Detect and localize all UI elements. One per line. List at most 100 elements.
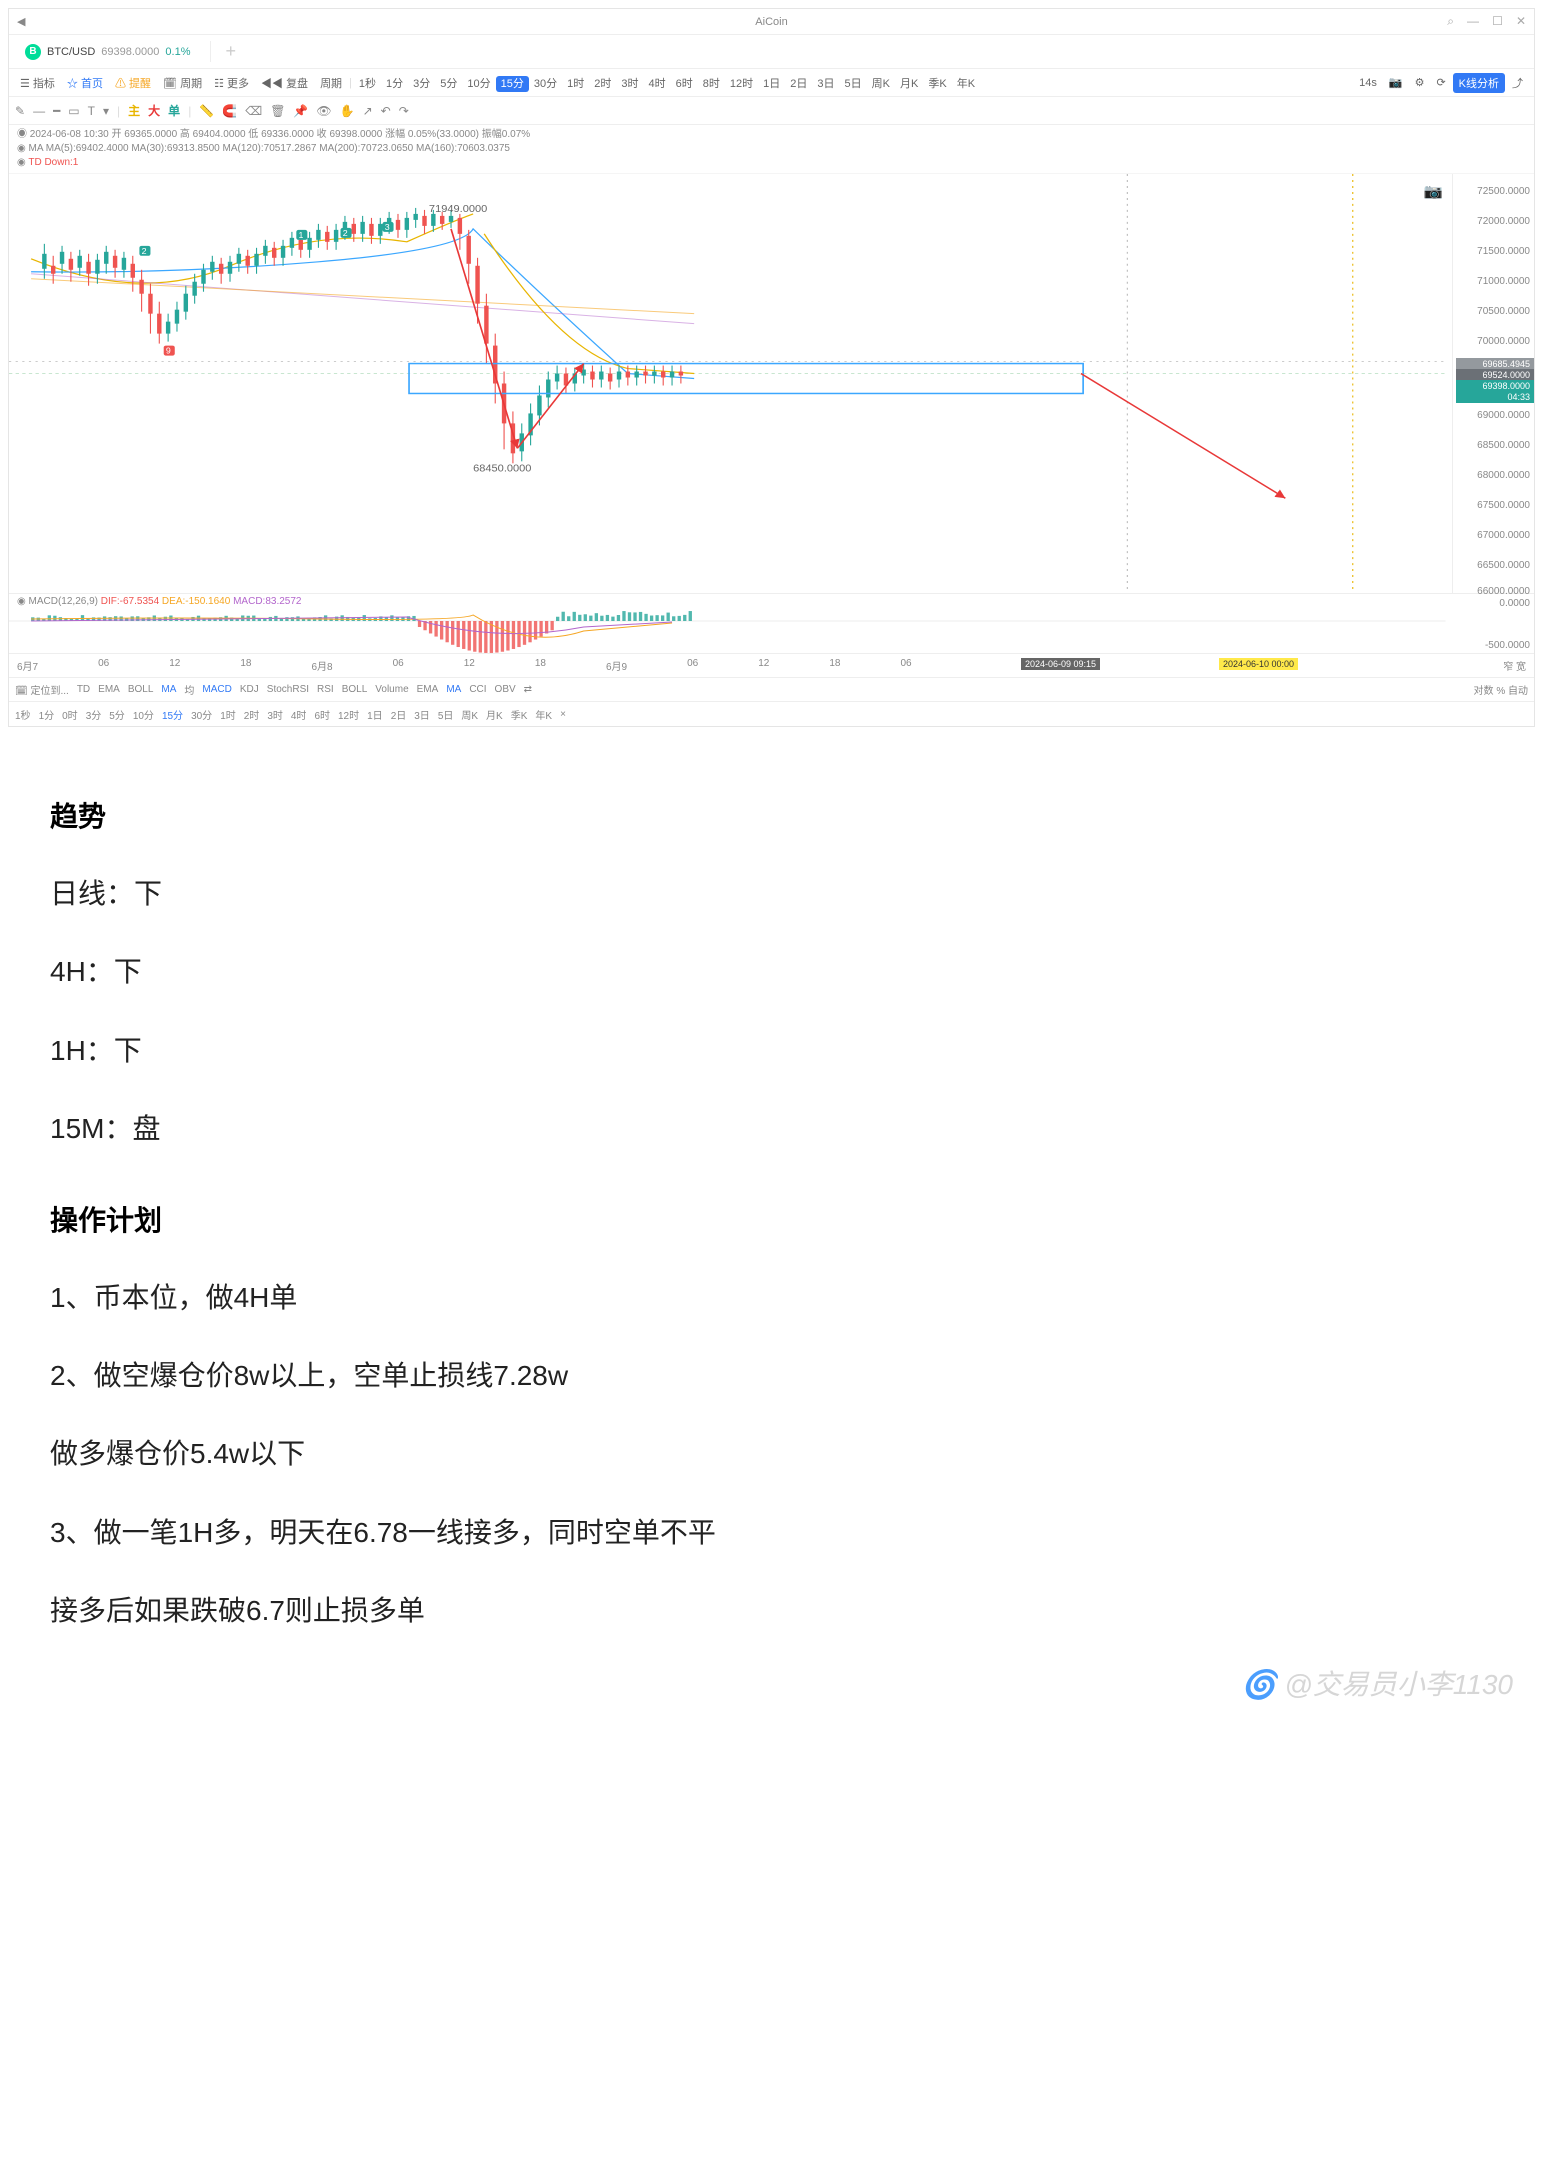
tf2-30分[interactable]: 30分: [191, 707, 212, 722]
tf2-月K[interactable]: 月K: [486, 707, 503, 722]
tf-1日[interactable]: 1日: [758, 76, 785, 92]
undo-icon[interactable]: ↶: [381, 104, 391, 118]
ind-KDJ[interactable]: KDJ: [240, 684, 259, 695]
hand-icon[interactable]: ✋: [340, 104, 355, 118]
magnet-icon[interactable]: 🧲: [222, 104, 237, 118]
tf2-1秒[interactable]: 1秒: [15, 707, 31, 722]
text-icon[interactable]: T: [88, 104, 95, 118]
tf-3日[interactable]: 3日: [812, 76, 839, 92]
pencil-icon[interactable]: ✎: [15, 104, 25, 118]
tb-more[interactable]: ☷ 更多: [209, 73, 254, 93]
tf-12时[interactable]: 12时: [725, 76, 758, 92]
tf2-10分[interactable]: 10分: [133, 707, 154, 722]
kline-analysis-button[interactable]: K线分析: [1453, 73, 1505, 93]
eye-icon[interactable]: 👁: [316, 104, 331, 118]
share-icon[interactable]: ⤴: [1507, 73, 1528, 93]
tf2-季K[interactable]: 季K: [511, 707, 528, 722]
close-icon[interactable]: ✕: [1516, 14, 1526, 28]
tf2-周K[interactable]: 周K: [461, 707, 478, 722]
line-icon[interactable]: —: [33, 104, 45, 118]
ind-BOLL[interactable]: BOLL: [128, 684, 154, 695]
tf-6时[interactable]: 6时: [671, 76, 698, 92]
marker-da[interactable]: 大: [148, 102, 160, 119]
tf-年K[interactable]: 年K: [952, 76, 980, 92]
zoom-controls[interactable]: 窄 宽: [1503, 658, 1526, 673]
ind-MA[interactable]: MA: [446, 684, 461, 695]
tb-period[interactable]: 周期: [315, 73, 347, 93]
back-chevron-icon[interactable]: ◀: [17, 15, 25, 28]
ind-Volume[interactable]: Volume: [375, 684, 408, 695]
tf2-2日[interactable]: 2日: [391, 707, 407, 722]
camera-icon[interactable]: 📷: [1384, 74, 1408, 91]
tf-周K[interactable]: 周K: [867, 76, 895, 92]
tf2-1时[interactable]: 1时: [220, 707, 236, 722]
tf-季K[interactable]: 季K: [923, 76, 951, 92]
main-chart-area[interactable]: 71949.0000 68450.0000 2 1 2 3 9 📷 72500.…: [9, 174, 1534, 594]
macd-panel[interactable]: ◉ MACD(12,26,9) DIF:-67.5354 DEA:-150.16…: [9, 594, 1534, 654]
tf-30分[interactable]: 30分: [529, 76, 562, 92]
tf2-年K[interactable]: 年K: [535, 707, 552, 722]
ind-TD[interactable]: TD: [77, 684, 90, 695]
ind-均[interactable]: 均: [184, 682, 194, 697]
filter-icon[interactable]: ⟳: [1431, 74, 1450, 91]
info-eye-icon[interactable]: ◉: [17, 129, 27, 140]
add-tab-button[interactable]: +: [210, 41, 236, 62]
ind-BOLL[interactable]: BOLL: [342, 684, 368, 695]
ind-MACD[interactable]: MACD: [202, 684, 231, 695]
maximize-icon[interactable]: ☐: [1492, 14, 1503, 28]
tf-15分[interactable]: 15分: [496, 76, 529, 92]
marker-dan[interactable]: 单: [168, 102, 180, 119]
tf2-5分[interactable]: 5分: [109, 707, 125, 722]
ind-CCI[interactable]: CCI: [469, 684, 486, 695]
ind-StochRSI[interactable]: StochRSI: [267, 684, 309, 695]
arrow-projection[interactable]: [1081, 374, 1285, 499]
ind-⇄[interactable]: ⇄: [524, 684, 532, 695]
tf2-2时[interactable]: 2时: [244, 707, 260, 722]
scale-options[interactable]: 对数 % 自动: [1474, 682, 1528, 697]
ind-RSI[interactable]: RSI: [317, 684, 334, 695]
tf2-3分[interactable]: 3分: [86, 707, 102, 722]
tf-1分[interactable]: 1分: [381, 76, 408, 92]
tf-2时[interactable]: 2时: [589, 76, 616, 92]
tf-1秒[interactable]: 1秒: [354, 76, 381, 92]
arrow-icon[interactable]: ↗: [363, 104, 373, 118]
trash-icon[interactable]: 🗑: [270, 104, 285, 118]
tf-10分[interactable]: 10分: [462, 76, 495, 92]
symbol-tab[interactable]: B BTC/USD 69398.0000 0.1%: [15, 40, 200, 64]
tf-2日[interactable]: 2日: [785, 76, 812, 92]
marker-zhu[interactable]: 主: [128, 102, 140, 119]
tf-1时[interactable]: 1时: [562, 76, 589, 92]
hline-icon[interactable]: ━: [53, 104, 60, 118]
price-box-annotation[interactable]: [409, 364, 1083, 394]
ind-EMA[interactable]: EMA: [98, 684, 120, 695]
dropdown-icon[interactable]: ▾: [103, 104, 109, 118]
pin-icon[interactable]: 📌: [293, 104, 308, 118]
tf2-6时[interactable]: 6时: [314, 707, 330, 722]
tf-3分[interactable]: 3分: [408, 76, 435, 92]
rect-icon[interactable]: ▭: [68, 104, 79, 118]
tf-3时[interactable]: 3时: [616, 76, 643, 92]
tf-8时[interactable]: 8时: [698, 76, 725, 92]
settings-icon[interactable]: ⚙: [1410, 74, 1430, 91]
tf2-4时[interactable]: 4时: [291, 707, 307, 722]
minimize-icon[interactable]: —: [1467, 14, 1479, 28]
tf-5分[interactable]: 5分: [435, 76, 462, 92]
tf2-3日[interactable]: 3日: [414, 707, 430, 722]
ind-定位到...[interactable]: 🗓 定位到...: [15, 682, 69, 697]
tb-alert[interactable]: ⚠ 提醒: [110, 73, 156, 93]
tb-home[interactable]: ☆ 首页: [62, 73, 108, 93]
tf2-15分[interactable]: 15分: [162, 707, 183, 722]
ruler-icon[interactable]: 📏: [199, 104, 214, 118]
tf-4时[interactable]: 4时: [644, 76, 671, 92]
tf-月K[interactable]: 月K: [895, 76, 923, 92]
tb-cycle[interactable]: 🗓 周期: [158, 73, 207, 93]
search-icon[interactable]: ⌕: [1447, 14, 1454, 28]
tf-5日[interactable]: 5日: [840, 76, 867, 92]
redo-icon[interactable]: ↷: [399, 104, 409, 118]
ind-MA[interactable]: MA: [161, 684, 176, 695]
ind-EMA[interactable]: EMA: [417, 684, 439, 695]
tb-indicator[interactable]: ☰ 指标: [15, 73, 60, 93]
tf2-1日[interactable]: 1日: [367, 707, 383, 722]
tf2-12时[interactable]: 12时: [338, 707, 359, 722]
erase-icon[interactable]: ⌫: [245, 104, 262, 118]
